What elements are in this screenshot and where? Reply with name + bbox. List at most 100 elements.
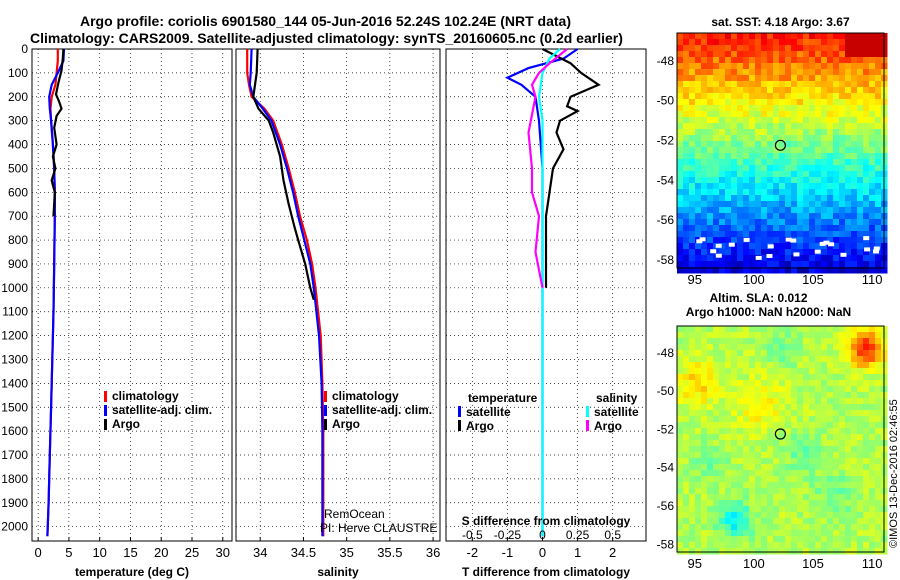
map-cell [749,39,756,46]
map-cell [797,39,804,46]
map-gap [823,240,830,245]
map-cell [827,153,834,160]
map-cell [773,332,780,339]
map-cell [707,410,714,417]
map-cell [761,117,768,124]
map-cell [701,195,708,202]
map-cell [743,506,750,513]
map-cell [749,201,756,208]
map-cell [707,99,714,106]
map-cell [737,428,744,435]
map-cell [797,183,804,190]
map-cell [695,219,702,226]
map-cell [851,356,858,363]
map-cell [683,33,690,40]
map-cell [731,470,738,477]
map-cell [869,231,876,238]
map-cell [833,386,840,393]
map-cell [689,171,696,178]
map-cell [731,123,738,130]
map-cell [851,207,858,214]
map-cell [869,57,876,64]
map-cell [701,99,708,106]
map-cell [689,422,696,429]
map-cell [851,135,858,142]
map-gap [755,255,762,260]
map-cell [773,177,780,184]
map-cell [803,506,810,513]
map-cell [677,33,684,40]
map-cell [785,129,792,136]
map-cell [707,476,714,483]
map-cell [785,392,792,399]
map-cell [839,93,846,100]
map-cell [701,171,708,178]
map-cell [701,410,708,417]
map-cell [707,57,714,64]
map-cell [785,470,792,477]
map-cell [851,350,858,357]
map-cell [827,548,834,555]
map-cell [713,141,720,148]
map-cell [683,219,690,226]
map-cell [845,255,852,262]
map-cell [773,39,780,46]
map-cell [833,201,840,208]
map-cell [725,524,732,531]
map-cell [869,105,876,112]
map-cell [845,183,852,190]
map-cell [785,243,792,250]
map-cell [737,530,744,537]
map-cell [755,452,762,459]
map-cell [743,219,750,226]
map-cell [701,338,708,345]
map-cell [749,93,756,100]
map-cell [707,165,714,172]
map-cell [773,470,780,477]
map-cell [791,75,798,82]
map-cell [707,201,714,208]
map-cell [797,494,804,501]
map-cell [761,452,768,459]
map-cell [701,249,708,256]
map-cell [743,494,750,501]
map-cell [773,117,780,124]
map-cell [857,530,864,537]
map-cell [767,404,774,411]
map-cell [833,45,840,52]
map-cell [845,482,852,489]
map-cell [815,105,822,112]
map-cell [683,512,690,519]
map-cell [791,452,798,459]
map-cell [797,135,804,142]
map-x-tick-label: 110 [862,272,883,287]
map-cell [689,482,696,489]
map-cell [869,548,876,555]
map-cell [677,183,684,190]
map-cell [719,183,726,190]
map-cell [755,165,762,172]
map-cell [833,494,840,501]
map-cell [761,518,768,525]
map-cell [833,398,840,405]
map-cell [833,344,840,351]
map-cell [821,386,828,393]
map-cell [815,69,822,76]
map-cell [809,195,816,202]
map-cell [725,237,732,244]
map-cell [755,362,762,369]
map-cell [743,338,750,345]
map-cell [791,177,798,184]
map-cell [755,57,762,64]
map-cell [707,255,714,262]
map-cell [725,410,732,417]
map-cell [749,237,756,244]
map-cell [701,135,708,142]
map-cell [773,261,780,268]
map-cell [743,261,750,268]
map-cell [839,141,846,148]
map-cell [869,255,876,262]
map-cell [737,422,744,429]
map-cell [863,39,870,46]
map-cell [719,213,726,220]
